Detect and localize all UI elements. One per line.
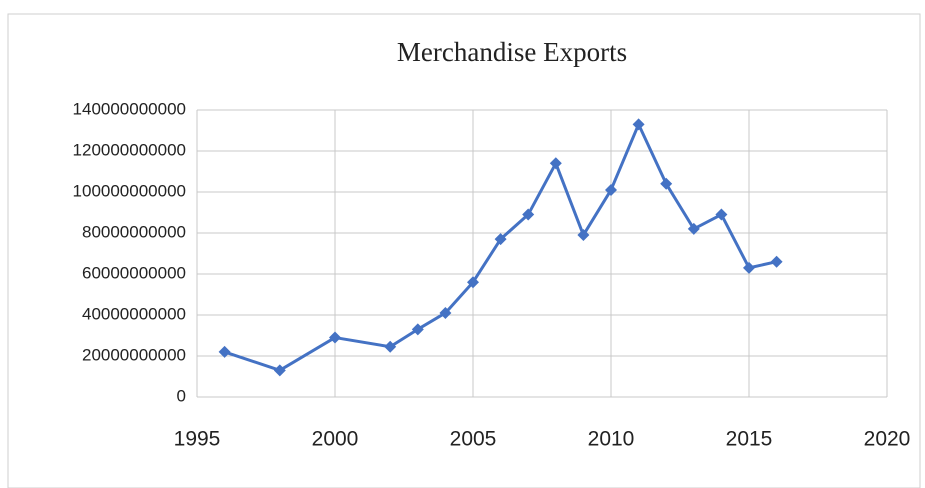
y-tick-label: 20000000000 bbox=[82, 345, 186, 364]
x-tick-label: 2005 bbox=[450, 428, 497, 451]
data-point bbox=[549, 157, 562, 170]
x-tick-label: 2010 bbox=[588, 428, 635, 451]
data-point bbox=[743, 261, 755, 274]
data-point bbox=[715, 208, 728, 221]
data-point bbox=[632, 118, 645, 131]
x-tick-label: 2015 bbox=[726, 428, 773, 451]
series-line bbox=[224, 122, 777, 372]
data-point bbox=[687, 222, 700, 235]
data-point bbox=[467, 276, 479, 289]
data-point bbox=[770, 255, 783, 268]
data-point bbox=[494, 233, 507, 246]
y-tick-label: 140000000000 bbox=[73, 99, 186, 118]
data-point bbox=[577, 229, 590, 242]
data-point bbox=[660, 177, 673, 190]
x-tick-label: 2020 bbox=[864, 428, 911, 451]
data-point bbox=[522, 208, 535, 221]
x-tick-label: 1995 bbox=[174, 428, 221, 451]
y-tick-label: 100000000000 bbox=[73, 181, 186, 200]
y-tick-label: 120000000000 bbox=[73, 140, 186, 159]
data-point bbox=[384, 340, 397, 353]
y-tick-label: 60000000000 bbox=[82, 263, 186, 282]
data-point bbox=[439, 306, 452, 319]
data-point bbox=[411, 323, 424, 336]
chart-title: Merchandise Exports bbox=[397, 37, 627, 67]
y-tick-label: 0 bbox=[177, 386, 186, 405]
data-point bbox=[605, 183, 617, 196]
y-tick-label: 80000000000 bbox=[82, 222, 186, 241]
x-tick-label: 2000 bbox=[312, 428, 359, 451]
data-point bbox=[218, 345, 231, 358]
y-tick-label: 40000000000 bbox=[82, 304, 186, 323]
data-point bbox=[273, 364, 286, 377]
chart-frame bbox=[7, 13, 921, 488]
data-point bbox=[329, 331, 341, 344]
